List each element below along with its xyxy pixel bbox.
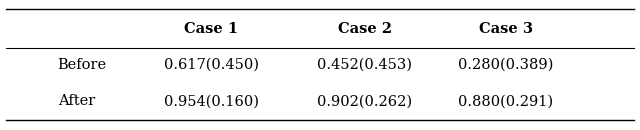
Text: 0.880(0.291): 0.880(0.291) xyxy=(458,94,553,108)
Text: Before: Before xyxy=(58,58,107,72)
Text: 0.280(0.389): 0.280(0.389) xyxy=(458,58,554,72)
Text: After: After xyxy=(58,94,95,108)
Text: 0.954(0.160): 0.954(0.160) xyxy=(164,94,259,108)
Text: 0.902(0.262): 0.902(0.262) xyxy=(317,94,412,108)
Text: Case 1: Case 1 xyxy=(184,22,238,36)
Text: Case 3: Case 3 xyxy=(479,22,532,36)
Text: Case 2: Case 2 xyxy=(338,22,392,36)
Text: 0.617(0.450): 0.617(0.450) xyxy=(164,58,259,72)
Text: 0.452(0.453): 0.452(0.453) xyxy=(317,58,412,72)
